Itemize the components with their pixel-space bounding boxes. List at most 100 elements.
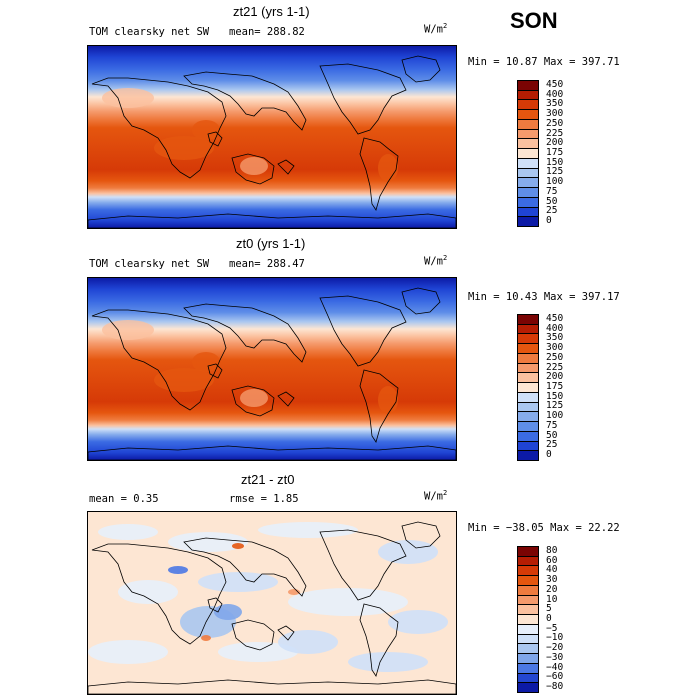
colorbar-tick-label: 300 [546,108,564,120]
season-label: SON [510,8,558,33]
coastline [319,295,407,367]
colorbar-tick-label: 250 [546,117,564,129]
panel1-left-label: TOM clearsky net SW [89,26,210,38]
colorbar-tick-label: −10 [546,632,564,644]
panel2-left-label: TOM clearsky net SW [89,258,210,270]
colorbar-tick-label: 150 [546,156,564,168]
colorbar-tick-label: 0 [546,449,552,461]
panel3-mean: mean = 0.35 [89,493,159,505]
colorbar-tick-label: 125 [546,400,564,412]
colorbar-tick-label: 225 [546,127,564,139]
colorbar-tick-label: 300 [546,342,564,354]
colorbar-tick-label: 5 [546,603,552,615]
colorbar-tick-label: −80 [546,681,564,693]
coastline [88,445,456,460]
panel3-map [87,511,457,695]
field-anomaly [168,532,248,552]
colorbar-swatch [517,450,539,461]
coastline [277,159,295,175]
coastline [91,309,227,411]
colorbar-tick-label: 450 [546,78,564,90]
colorbar-tick-label: 75 [546,419,558,431]
colorbar-tick-label: 75 [546,185,558,197]
field-anomaly [168,566,188,574]
colorbar-tick-label: −5 [546,622,558,634]
field-anomaly [154,136,214,160]
field-anomaly [278,630,338,654]
coastline [207,131,223,147]
colorbar-tick-label: 10 [546,593,558,605]
coastline [401,521,441,549]
panel3-title: zt21 - zt0 [241,472,295,487]
colorbar-tick-label: −60 [546,671,564,683]
coastline [183,71,307,131]
colorbar-tick-label: 175 [546,147,564,158]
coastline [207,363,223,379]
colorbar-tick-label: 200 [546,371,564,383]
field-anomaly [102,88,154,108]
colorbar-tick-label: 175 [546,381,564,392]
colorbar-tick-label: 100 [546,176,564,188]
colorbar-tick-label: 30 [546,574,558,586]
colorbar-tick-label: 400 [546,322,564,334]
field-anomaly [232,543,244,549]
panel2-units: W/m2 [424,254,448,268]
colorbar-swatch [517,216,539,227]
field-anomaly [348,652,428,672]
coastline [88,679,456,694]
coastline [277,625,295,641]
field-anomaly [154,368,214,392]
panel2-minmax: Min = 10.43 Max = 397.17 [468,291,620,303]
field-anomaly [192,120,220,140]
field-anomaly [118,580,178,604]
colorbar-tick-label: 350 [546,332,564,344]
coastline [231,385,275,417]
panel1-map [87,45,457,229]
panel1-title: zt21 (yrs 1-1) [233,4,310,19]
colorbar-tick-label: 40 [546,564,558,576]
coastline [91,77,227,179]
colorbar-tick-label: 450 [546,312,564,324]
panel1-colorbar: 450 400 350 300 250 225 200 175 150 125 100 75 50 25 0 [517,78,597,227]
field-anomaly [218,642,298,662]
colorbar-tick-label: 250 [546,351,564,363]
panel2-map [87,277,457,461]
colorbar-tick-label: 150 [546,390,564,402]
colorbar-tick-label: −30 [546,651,564,663]
colorbar-swatch [517,682,539,693]
field-anomaly [88,640,168,664]
field-anomaly [288,588,408,616]
field-anomaly [378,386,398,414]
field-anomaly [240,389,268,407]
colorbar-tick-label: 25 [546,205,558,217]
coastline [91,543,227,645]
coastline [183,303,307,363]
field-anomaly [258,522,358,538]
coastline [277,391,295,407]
field-anomaly [201,635,211,641]
coastline [359,137,399,211]
colorbar-tick-label: −40 [546,661,564,673]
colorbar-tick-label: 400 [546,88,564,100]
colorbar-tick-label: 0 [546,613,552,624]
coastline [359,369,399,443]
coastline [401,55,441,83]
colorbar-tick-label: 25 [546,439,558,451]
field-background [88,278,456,460]
colorbar-tick-label: 50 [546,429,558,441]
panel3-units: W/m2 [424,489,448,503]
panel3-minmax: Min = −38.05 Max = 22.22 [468,522,620,534]
field-anomaly [378,154,398,182]
coastline [231,153,275,185]
colorbar-tick-label: 200 [546,137,564,149]
colorbar-tick-label: 60 [546,554,558,566]
colorbar-tick-label: 225 [546,361,564,373]
colorbar-tick-label: 0 [546,215,552,227]
panel1-units: W/m2 [424,22,448,36]
panel2-title: zt0 (yrs 1-1) [236,236,306,251]
colorbar-tick-label: 350 [546,98,564,110]
field-anomaly [102,320,154,340]
coastline [231,619,275,651]
coastline [319,63,407,135]
colorbar-tick-label: −20 [546,642,564,654]
